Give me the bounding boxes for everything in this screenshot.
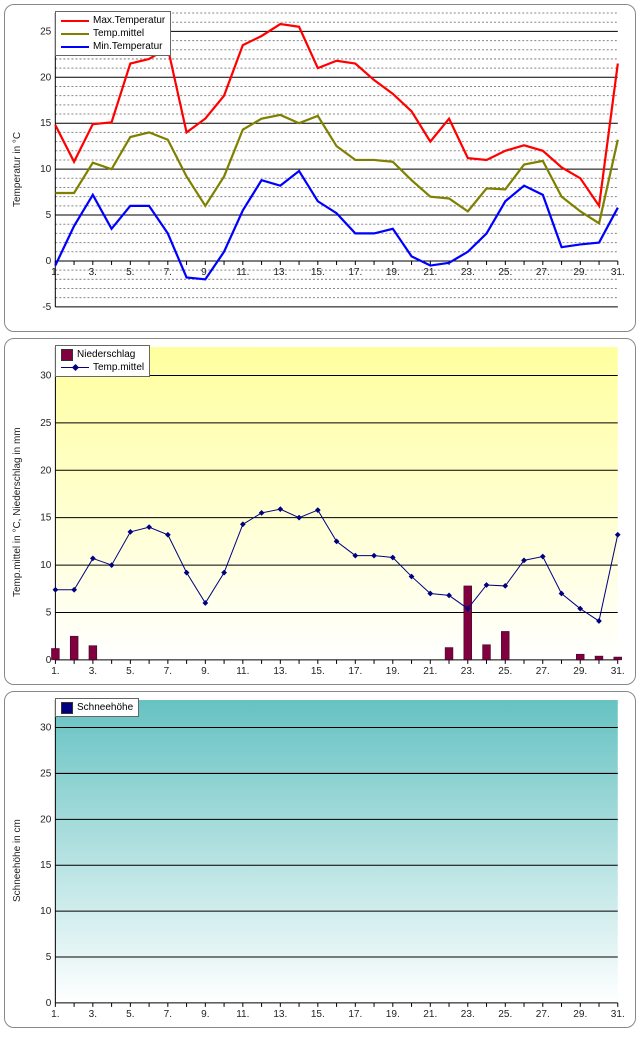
svg-text:7.: 7. xyxy=(164,267,172,278)
svg-text:1.: 1. xyxy=(51,666,59,677)
svg-text:20: 20 xyxy=(40,465,52,476)
legend-label-max: Max.Temperatur xyxy=(93,14,165,27)
ylabel-chart1: Temperatur in °C xyxy=(11,9,24,329)
legend-swatch-max xyxy=(61,20,89,22)
ylabel-chart2: Temp.mittel in °C, Niederschlag in mm xyxy=(11,343,24,682)
precip-chart-panel: Niederschlag Temp.mittel Temp.mittel in … xyxy=(4,338,636,685)
svg-text:17.: 17. xyxy=(348,1009,362,1020)
svg-text:0: 0 xyxy=(46,256,52,267)
legend-label-tempmittel: Temp.mittel xyxy=(93,361,144,374)
svg-text:19.: 19. xyxy=(386,666,400,677)
chart2-svg: 0 5 10 15 20 25 30 1. 3. 5. 7. 9. 11. 13. 15. 17. 19. 21.… xyxy=(24,343,629,682)
svg-text:5.: 5. xyxy=(126,666,134,677)
svg-text:31.: 31. xyxy=(611,1009,625,1020)
svg-text:20: 20 xyxy=(40,72,52,83)
temperature-chart-panel: Max.Temperatur Temp.mittel Min.Temperatu… xyxy=(4,4,636,332)
svg-text:3.: 3. xyxy=(89,1009,97,1020)
legend-swatch-tempmittel xyxy=(61,367,89,368)
svg-text:5: 5 xyxy=(46,952,52,963)
legend-label-niederschlag: Niederschlag xyxy=(77,348,135,361)
svg-text:25: 25 xyxy=(40,768,52,779)
svg-text:11.: 11. xyxy=(236,666,249,677)
svg-text:13.: 13. xyxy=(273,666,287,677)
ylabel-chart3: Schneehöhe in cm xyxy=(11,696,24,1025)
svg-text:21.: 21. xyxy=(423,1009,437,1020)
svg-text:17.: 17. xyxy=(348,267,362,278)
svg-text:30: 30 xyxy=(40,723,52,734)
svg-text:11.: 11. xyxy=(236,1009,249,1020)
svg-text:9.: 9. xyxy=(201,666,209,677)
svg-text:10: 10 xyxy=(40,560,52,571)
snow-chart-panel: Schneehöhe Schneehöhe in cm 0 5 10 15 20 25 30… xyxy=(4,691,636,1028)
svg-text:5.: 5. xyxy=(126,267,134,278)
legend-chart1: Max.Temperatur Temp.mittel Min.Temperatu… xyxy=(55,11,171,56)
svg-text:0: 0 xyxy=(46,655,52,666)
svg-text:5: 5 xyxy=(46,210,52,221)
svg-text:-5: -5 xyxy=(42,302,51,313)
svg-text:19.: 19. xyxy=(386,267,400,278)
svg-text:7.: 7. xyxy=(164,666,172,677)
legend-chart2: Niederschlag Temp.mittel xyxy=(55,345,150,377)
svg-text:15.: 15. xyxy=(311,267,325,278)
svg-text:15: 15 xyxy=(40,860,52,871)
svg-text:29.: 29. xyxy=(573,1009,587,1020)
svg-text:29.: 29. xyxy=(573,666,587,677)
svg-text:25: 25 xyxy=(40,418,52,429)
svg-text:25.: 25. xyxy=(498,1009,512,1020)
svg-text:15: 15 xyxy=(40,118,52,129)
svg-text:15.: 15. xyxy=(311,666,325,677)
svg-text:5: 5 xyxy=(46,607,52,618)
svg-text:9.: 9. xyxy=(201,1009,209,1020)
svg-text:3.: 3. xyxy=(89,666,97,677)
legend-label-mittel: Temp.mittel xyxy=(93,27,144,40)
chart1-svg: -505101520251.3.5.7.9.11.13.15.17.19.21.… xyxy=(24,9,629,329)
svg-text:20: 20 xyxy=(40,814,52,825)
svg-text:25.: 25. xyxy=(498,267,512,278)
legend-label-schnee: Schneehöhe xyxy=(77,701,133,714)
svg-text:23.: 23. xyxy=(461,666,475,677)
svg-text:31.: 31. xyxy=(611,666,625,677)
svg-text:30: 30 xyxy=(40,370,52,381)
svg-text:1.: 1. xyxy=(51,1009,59,1020)
svg-text:10: 10 xyxy=(40,164,52,175)
svg-text:17.: 17. xyxy=(348,666,362,677)
legend-label-min: Min.Temperatur xyxy=(93,40,162,53)
svg-text:13.: 13. xyxy=(273,1009,287,1020)
svg-text:21.: 21. xyxy=(423,267,437,278)
legend-swatch-niederschlag xyxy=(61,349,73,361)
chart3-svg: 0 5 10 15 20 25 30 1. 3. 5. 7. 9. 11. 13. 15. 17. 19. 21.… xyxy=(24,696,629,1025)
svg-text:25: 25 xyxy=(40,26,52,37)
svg-text:27.: 27. xyxy=(536,267,550,278)
svg-text:21.: 21. xyxy=(423,666,437,677)
svg-text:11.: 11. xyxy=(236,267,249,278)
svg-text:27.: 27. xyxy=(536,666,550,677)
svg-text:15: 15 xyxy=(40,513,52,524)
svg-text:13.: 13. xyxy=(273,267,287,278)
legend-chart3: Schneehöhe xyxy=(55,698,139,717)
svg-text:0: 0 xyxy=(46,998,52,1009)
svg-text:25.: 25. xyxy=(498,666,512,677)
legend-swatch-min xyxy=(61,46,89,48)
svg-text:7.: 7. xyxy=(164,1009,172,1020)
svg-text:27.: 27. xyxy=(536,1009,550,1020)
svg-text:3.: 3. xyxy=(89,267,97,278)
svg-text:23.: 23. xyxy=(461,1009,475,1020)
svg-text:15.: 15. xyxy=(311,1009,325,1020)
svg-text:23.: 23. xyxy=(461,267,475,278)
svg-text:19.: 19. xyxy=(386,1009,400,1020)
svg-text:31.: 31. xyxy=(611,267,625,278)
svg-text:5.: 5. xyxy=(126,1009,134,1020)
legend-swatch-schnee xyxy=(61,702,73,714)
svg-text:29.: 29. xyxy=(573,267,587,278)
svg-text:10: 10 xyxy=(40,906,52,917)
legend-swatch-mittel xyxy=(61,33,89,35)
